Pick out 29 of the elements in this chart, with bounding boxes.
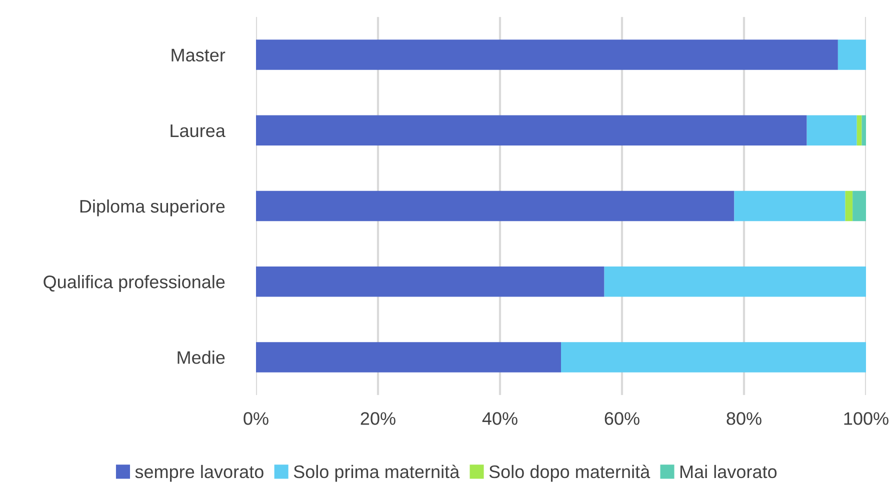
bar	[256, 40, 838, 70]
y-tick-label: Diploma superiore	[80, 199, 225, 216]
bar	[561, 342, 866, 372]
bar	[852, 190, 866, 222]
x-tick-label: 80%	[726, 412, 762, 425]
bar	[806, 115, 857, 146]
bar	[856, 115, 862, 146]
legend-label: Solo prima maternità	[294, 464, 460, 482]
bar	[604, 266, 866, 297]
x-tick-label: 0%	[244, 412, 268, 425]
legend-label: sempre lavorato	[135, 464, 264, 482]
x-tick-label: 40%	[482, 412, 518, 425]
x-tick-label: 20%	[360, 412, 396, 425]
bar	[734, 190, 846, 222]
bar	[862, 115, 866, 146]
bar	[256, 115, 807, 146]
y-tick-label: Laurea	[170, 124, 226, 138]
bar	[256, 190, 734, 222]
bar	[845, 190, 853, 222]
bar	[256, 266, 604, 297]
legend-label: Mai lavorato	[680, 464, 777, 478]
y-tick-label: Master	[172, 48, 226, 62]
legend-label: Solo dopo maternità	[489, 464, 650, 482]
x-tick-label: 100%	[844, 412, 888, 425]
x-tick-label: 60%	[604, 412, 640, 425]
y-tick-label: Medie	[178, 350, 225, 364]
y-tick-label: Qualifica professionale	[44, 275, 225, 292]
bar	[256, 342, 561, 372]
bar	[838, 40, 866, 70]
